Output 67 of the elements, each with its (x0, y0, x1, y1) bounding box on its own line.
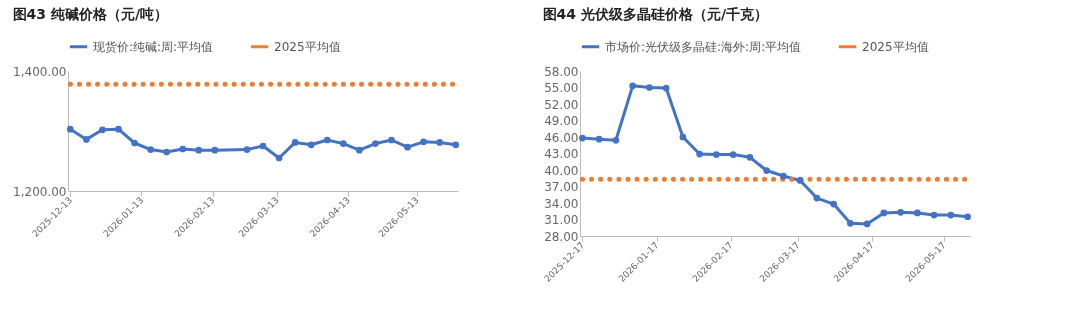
point (115, 125, 122, 133)
point (696, 150, 703, 158)
point (83, 136, 90, 143)
point (763, 167, 770, 174)
y-tick-label: 52.00 (544, 97, 579, 112)
legend-label: 2025平均值 (862, 39, 929, 54)
chart-title: 图43 纯碱价格（元/吨） (12, 6, 169, 22)
point (163, 148, 170, 156)
y-tick-label: 1,400.00 (13, 64, 67, 79)
point (211, 146, 219, 154)
point (713, 151, 720, 158)
point (372, 140, 379, 147)
point (179, 145, 187, 153)
point (307, 141, 315, 149)
point (746, 154, 754, 161)
point (243, 146, 251, 153)
point (99, 126, 106, 134)
point (880, 209, 888, 217)
point (813, 194, 821, 202)
y-tick-label: 31.00 (544, 213, 579, 227)
point (420, 138, 427, 146)
point (147, 146, 154, 153)
y-tick-label: 58.00 (544, 64, 579, 79)
point (947, 211, 955, 219)
y-tick-label: 46.00 (544, 130, 579, 145)
point (404, 143, 411, 151)
point (830, 200, 837, 208)
y-tick-label: 1,200.00 (13, 184, 67, 199)
point (679, 133, 687, 141)
y-tick-label: 28.00 (544, 229, 579, 244)
point (897, 209, 904, 216)
point (291, 139, 299, 146)
y-tick-label: 49.00 (544, 114, 579, 128)
legend-label: 市场价:光伏级多晶硅:海外:周:平均值 (605, 39, 802, 54)
point (780, 172, 787, 180)
legend-label: 现货价:纯碱:周:平均值 (93, 39, 214, 54)
point (275, 154, 283, 162)
point (436, 139, 443, 146)
point (863, 220, 871, 228)
point (629, 82, 636, 90)
point (66, 125, 74, 133)
point (388, 136, 395, 144)
y-tick-label: 37.00 (544, 180, 579, 194)
point (930, 211, 938, 219)
point (662, 84, 670, 92)
point (847, 220, 854, 227)
point (914, 209, 921, 217)
legend-label: 2025平均值 (274, 39, 341, 54)
point (356, 146, 363, 154)
point (646, 84, 653, 91)
point (452, 141, 460, 149)
point (339, 140, 347, 147)
point (323, 136, 331, 144)
chart-title: 图44 光伏级多晶硅价格（元/千克） (542, 6, 769, 22)
point (964, 213, 971, 221)
y-tick-label: 34.00 (544, 196, 579, 211)
point (595, 135, 603, 143)
point (579, 134, 586, 142)
point (612, 136, 620, 144)
point (796, 177, 804, 184)
point (195, 146, 203, 154)
y-tick-label: 55.00 (544, 81, 579, 95)
y-tick-label: 40.00 (544, 163, 579, 178)
point (131, 139, 138, 147)
point (259, 142, 267, 150)
point (729, 151, 737, 158)
y-tick-label: 43.00 (544, 147, 579, 161)
